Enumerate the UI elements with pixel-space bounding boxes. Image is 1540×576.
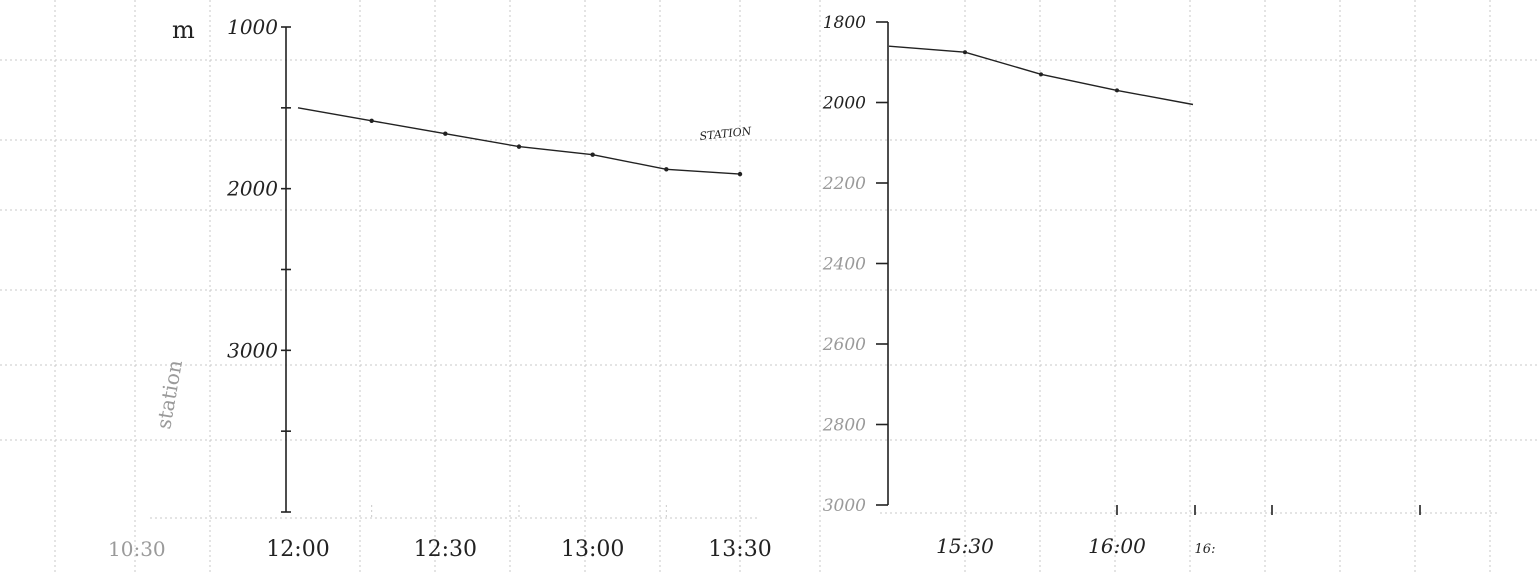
data-point	[369, 118, 374, 123]
data-point	[590, 152, 595, 157]
y-tick-label: 1000	[227, 15, 278, 39]
station-annotation: STATION	[699, 125, 752, 143]
y-tick-label: 2400	[822, 255, 866, 275]
data-point	[664, 167, 669, 172]
x-tick-label: 15:30	[936, 534, 994, 558]
data-point	[737, 171, 743, 177]
y-tick-label: 3000	[227, 338, 278, 362]
y-unit-label: m	[172, 16, 195, 44]
x-tick-label: 16:00	[1088, 534, 1146, 558]
faint-station-label: station	[151, 358, 187, 431]
data-point	[1039, 72, 1043, 77]
x-tick-label: 16:	[1195, 542, 1216, 557]
y-tick-label: 2000	[822, 94, 866, 114]
chart-1: m STATION station 10:30 1000 2000 3000 12:0…	[108, 15, 772, 562]
chart-2: 1800 2000 2200 2400 2600 2800 3000 15:30 16:00 16…	[822, 13, 1500, 558]
y-tick-label: 2000	[226, 177, 278, 201]
x-tick-label: 12:30	[414, 537, 477, 562]
x-tick-label: 13:00	[561, 537, 624, 562]
y-tick-label: 3000	[823, 496, 866, 516]
series-line	[297, 107, 741, 175]
x-tick-label: 12:00	[266, 537, 329, 562]
y-tick-label: 2800	[822, 416, 866, 436]
y-tick-label: 2600	[822, 335, 866, 355]
data-point	[1115, 88, 1119, 93]
faint-x-tick-label: 10:30	[108, 537, 166, 561]
y-tick-label: 2200	[822, 174, 866, 194]
data-point	[963, 50, 967, 55]
data-point	[516, 144, 522, 149]
y-tick-label: 1800	[823, 13, 866, 33]
x-tick-label: 13:30	[708, 537, 771, 562]
data-point	[443, 131, 448, 136]
